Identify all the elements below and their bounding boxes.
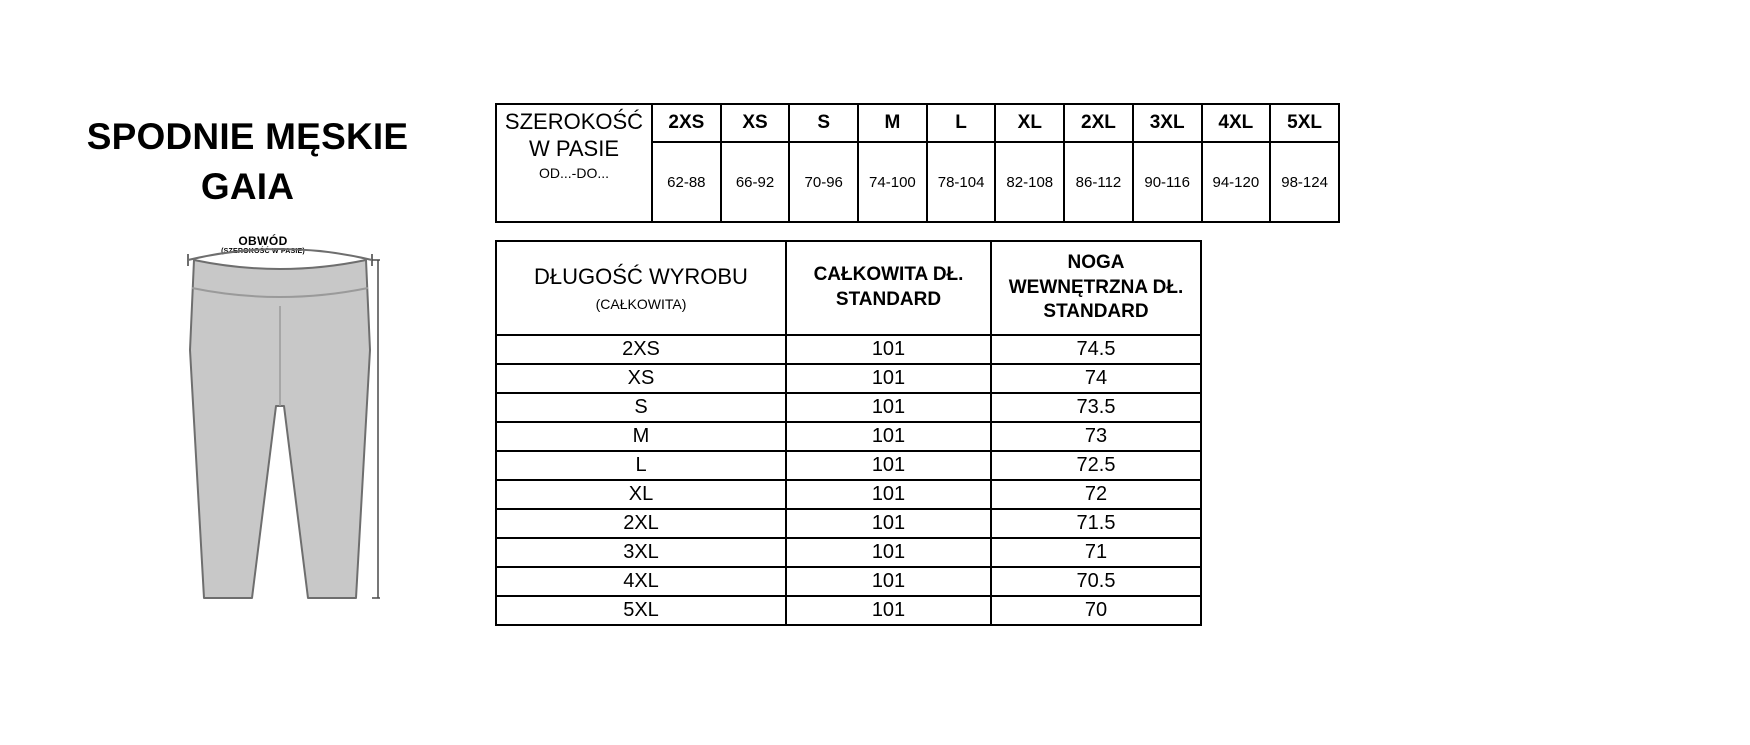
table-row: XL 101 72 (495, 479, 1202, 510)
table-row: 2XS 101 74.5 (495, 334, 1202, 365)
total-length-header: CAŁKOWITA DŁ. STANDARD (785, 240, 992, 336)
table-row: 4XL 101 70.5 (495, 566, 1202, 597)
waist-value-cell: 70-96 (788, 141, 860, 223)
row-inseam: 70 (990, 595, 1202, 626)
row-total: 101 (785, 363, 992, 394)
length-size-header: DŁUGOŚĆ WYROBU (534, 264, 748, 290)
row-size: 4XL (495, 566, 787, 597)
waist-size-header: L (925, 103, 997, 143)
row-total: 101 (785, 508, 992, 539)
table-row: 2XL 101 71.5 (495, 508, 1202, 539)
table-row-sizes: SZEROKOŚĆ W PASIE OD...-DO... 2XS XS S M… (495, 103, 1340, 223)
row-total: 101 (785, 595, 992, 626)
row-inseam: 72 (990, 479, 1202, 510)
row-size: 2XL (495, 508, 787, 539)
trousers-diagram-icon (187, 248, 380, 599)
waist-value-cell: 90-116 (1131, 141, 1203, 223)
row-size: XL (495, 479, 787, 510)
waist-size-header: M (857, 103, 928, 143)
row-size: L (495, 450, 787, 481)
page-title-line-1: SPODNIE MĘSKIE (86, 116, 409, 157)
waist-size-header: 4XL (1200, 103, 1272, 143)
waist-row-label: SZEROKOŚĆ W PASIE (504, 109, 644, 161)
waist-value-cell: 98-124 (1269, 141, 1340, 223)
row-size: M (495, 421, 787, 452)
length-measurements-table: DŁUGOŚĆ WYROBU (CAŁKOWITA) CAŁKOWITA DŁ.… (495, 240, 1202, 626)
page-title: SPODNIE MĘSKIE GAIA (0, 112, 495, 212)
row-total: 101 (785, 537, 992, 568)
row-inseam: 72.5 (990, 450, 1202, 481)
length-size-header-cell: DŁUGOŚĆ WYROBU (CAŁKOWITA) (495, 240, 787, 336)
table-row: L 101 72.5 (495, 450, 1202, 481)
row-total: 101 (785, 566, 992, 597)
row-total: 101 (785, 479, 992, 510)
row-total: 101 (785, 450, 992, 481)
waist-value-cell: 62-88 (651, 141, 722, 223)
waist-size-header: 3XL (1131, 103, 1203, 143)
table-row: M 101 73 (495, 421, 1202, 452)
table-row: S 101 73.5 (495, 392, 1202, 423)
row-inseam: 70.5 (990, 566, 1202, 597)
table-row: XS 101 74 (495, 363, 1202, 394)
waist-value-cell: 78-104 (925, 141, 997, 223)
table-row: 3XL 101 71 (495, 537, 1202, 568)
waist-measurements-table: SZEROKOŚĆ W PASIE OD...-DO... 2XS XS S M… (495, 103, 1340, 223)
waist-value-cell: 94-120 (1200, 141, 1272, 223)
row-size: XS (495, 363, 787, 394)
diagram-waist-label: OBWÓD (238, 234, 288, 248)
waist-size-header: 5XL (1269, 103, 1340, 143)
waist-row-sublabel: OD...-DO... (539, 164, 609, 181)
waist-size-header: S (788, 103, 860, 143)
row-total: 101 (785, 334, 992, 365)
row-size: 5XL (495, 595, 787, 626)
waist-value-cell: 74-100 (857, 141, 928, 223)
row-size: 3XL (495, 537, 787, 568)
waist-size-header: XL (994, 103, 1066, 143)
row-inseam: 74.5 (990, 334, 1202, 365)
table-row-values: 62-88 66-92 70-96 74-100 78-104 82-108 8… (496, 141, 1340, 223)
waist-size-header: XS (719, 103, 791, 143)
row-total: 101 (785, 421, 992, 452)
row-inseam: 71 (990, 537, 1202, 568)
table-header-row: DŁUGOŚĆ WYROBU (CAŁKOWITA) CAŁKOWITA DŁ.… (495, 240, 1202, 336)
table-row: 5XL 101 70 (495, 595, 1202, 626)
row-inseam: 73.5 (990, 392, 1202, 423)
waist-size-header: 2XL (1063, 103, 1134, 143)
product-info-panel: SPODNIE MĘSKIE GAIA OBWÓD (SZEROKOŚĆ W P… (0, 0, 495, 745)
row-inseam: 73 (990, 421, 1202, 452)
row-size: 2XS (495, 334, 787, 365)
row-inseam: 71.5 (990, 508, 1202, 539)
waist-size-header: 2XS (651, 103, 722, 143)
waist-value-cell: 66-92 (719, 141, 791, 223)
row-inseam: 74 (990, 363, 1202, 394)
length-size-subheader: (CAŁKOWITA) (595, 295, 687, 312)
page-title-line-2: GAIA (200, 165, 295, 207)
waist-value-cell: 82-108 (994, 141, 1066, 223)
diagram-waist-sublabel: (SZEROKOŚĆ W PASIE) (221, 248, 305, 255)
waist-row-label-cell: SZEROKOŚĆ W PASIE OD...-DO... (495, 103, 653, 223)
inseam-length-header: NOGA WEWNĘTRZNA DŁ. STANDARD (990, 240, 1202, 336)
row-size: S (495, 392, 787, 423)
waist-value-cell: 86-112 (1063, 141, 1134, 223)
row-total: 101 (785, 392, 992, 423)
